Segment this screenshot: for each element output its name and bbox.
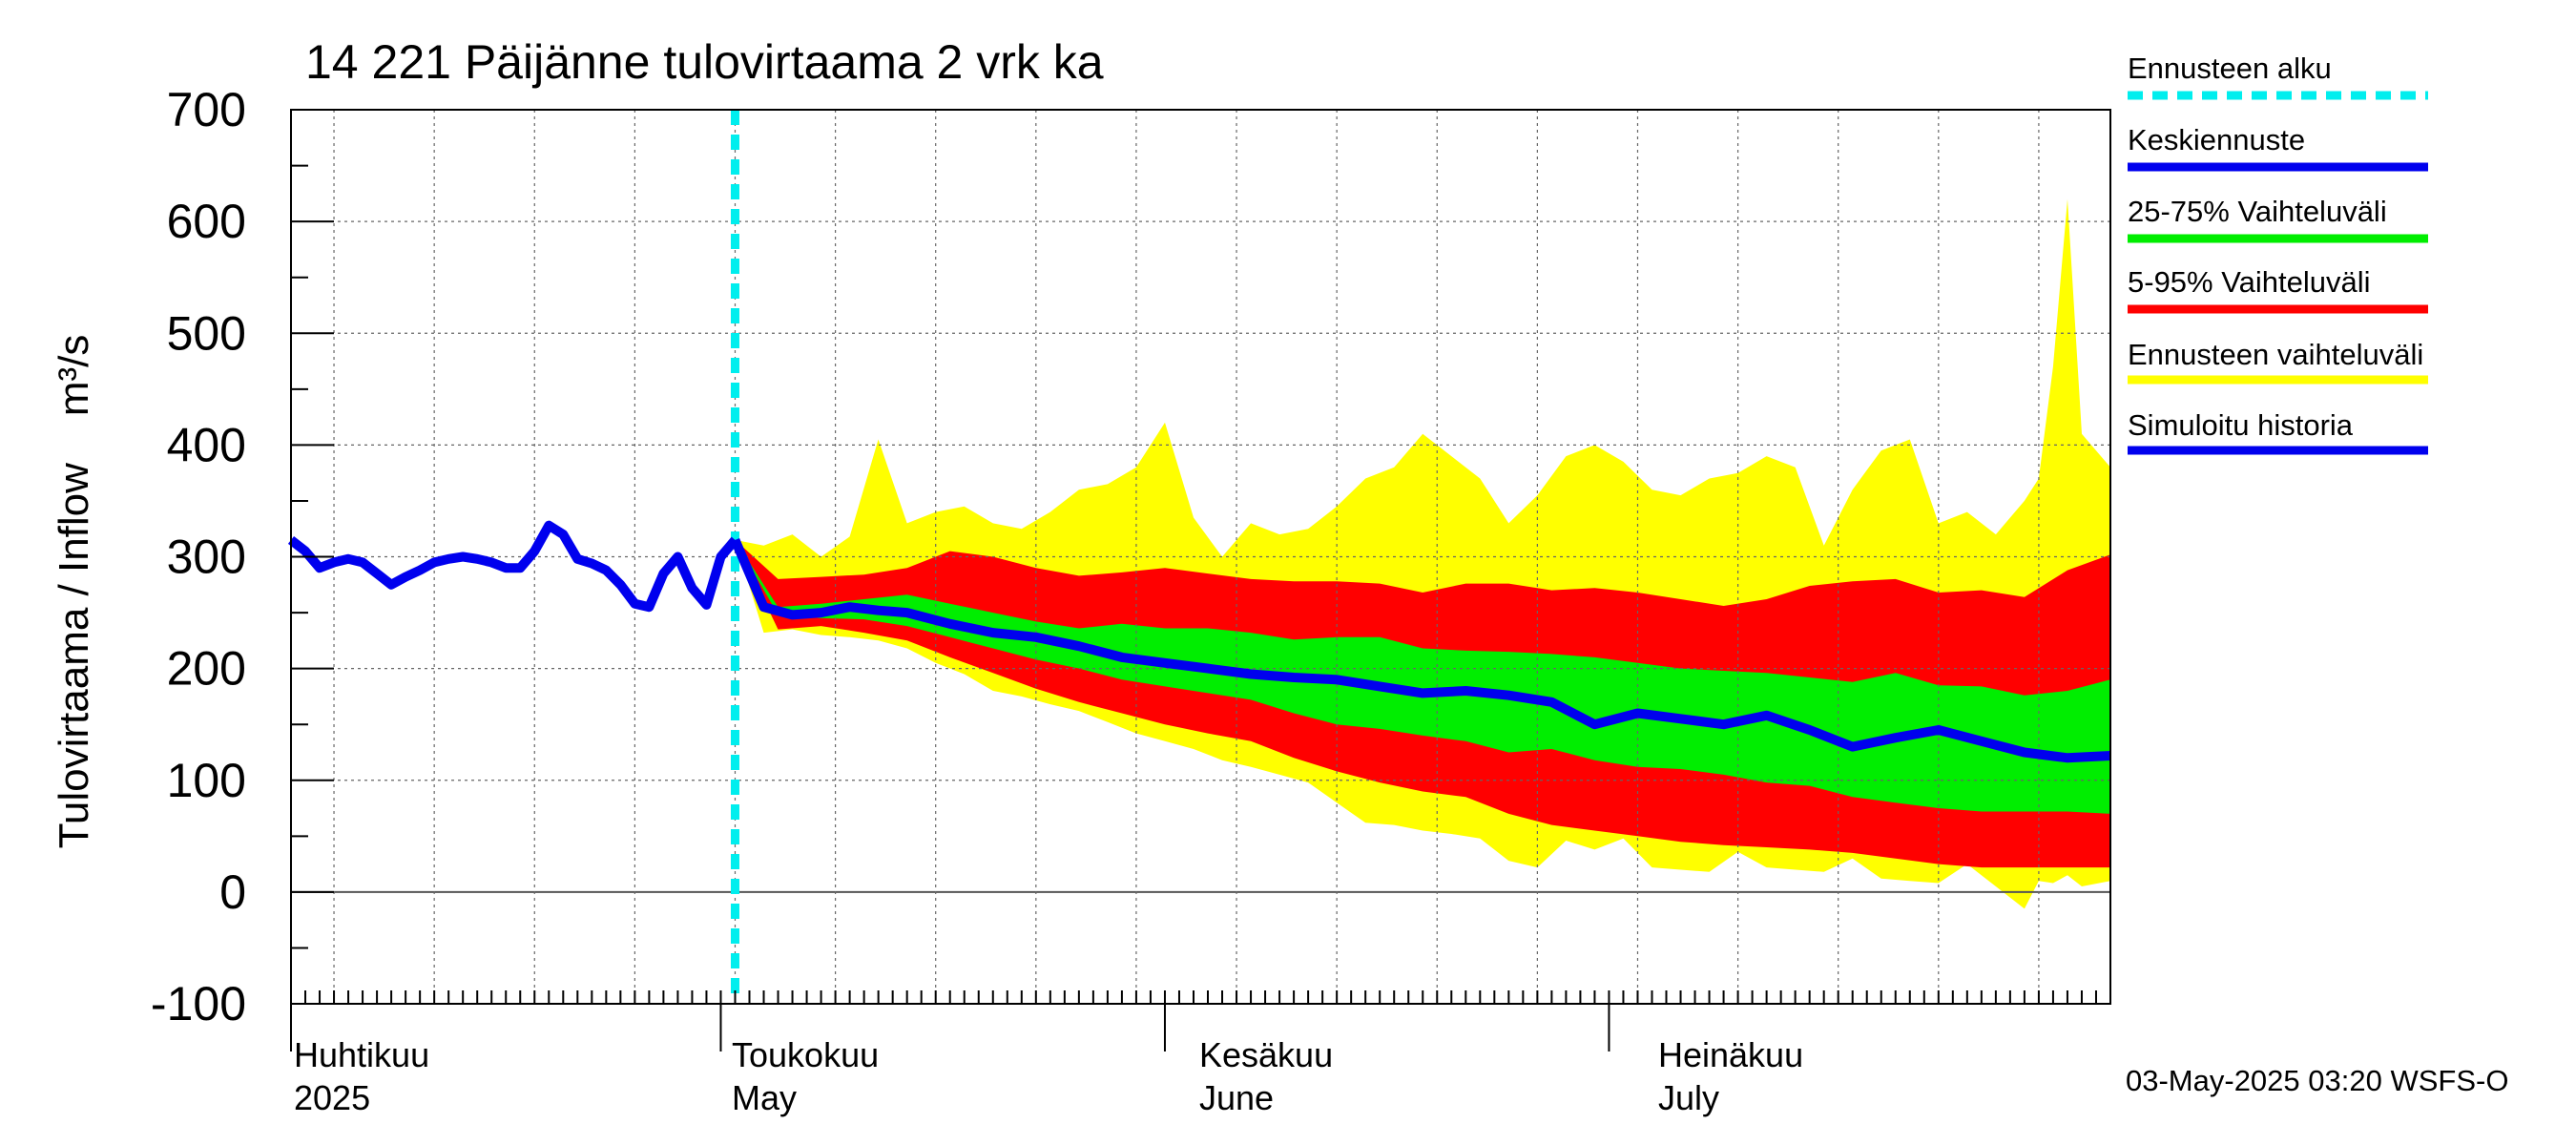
axis-ticks: -100 0 100 200 300 400 500 600 700 [151,83,2111,1051]
month-label-july-en: July [1658,1078,1719,1117]
legend-label-5: Simuloitu historia [2128,408,2354,442]
month-labels: Huhtikuu 2025 Toukokuu May Kesäkuu June … [294,1035,1803,1117]
series-lines [287,110,2111,1004]
footer-timestamp: 03-May-2025 03:20 WSFS-O [2126,1064,2508,1097]
y-tick-label: 200 [167,642,246,696]
legend-label-0: Ennusteen alku [2128,52,2332,85]
month-label-may: Toukokuu [732,1035,879,1074]
legend-label-1: Keskiennuste [2128,123,2305,156]
month-label-may-en: May [732,1078,797,1117]
median-forecast-line [730,537,2111,763]
y-tick-label: 400 [167,418,246,471]
month-label-april: Huhtikuu [294,1035,429,1074]
month-label-july: Heinäkuu [1658,1035,1803,1074]
legend-label-4: Ennusteen vaihteluväli [2128,338,2423,371]
forecast-bands [735,198,2110,909]
y-tick-label: 700 [167,83,246,136]
y-tick-label: 300 [167,531,246,584]
year-label-2025: 2025 [294,1078,370,1117]
y-tick-label: 0 [219,865,246,919]
chart-title: 14 221 Päijänne tulovirtaama 2 vrk ka [305,35,1104,89]
month-label-june: Kesäkuu [1199,1035,1333,1074]
y-tick-label: 500 [167,306,246,360]
legend-label-2: 25-75% Vaihteluväli [2128,195,2387,228]
month-label-june-en: June [1199,1078,1274,1117]
y-tick-label: 100 [167,754,246,807]
y-tick-label: -100 [151,977,246,1030]
simulated-history-line [287,520,739,613]
band-p25-75 [735,539,2110,814]
legend-label-3: 5-95% Vaihteluväli [2128,265,2370,299]
legend: Ennusteen alku Keskiennuste 25-75% Vaiht… [2128,52,2428,455]
y-tick-label: 600 [167,195,246,248]
y-axis-label: Tulovirtaama / Inflow m³/s [51,335,97,849]
